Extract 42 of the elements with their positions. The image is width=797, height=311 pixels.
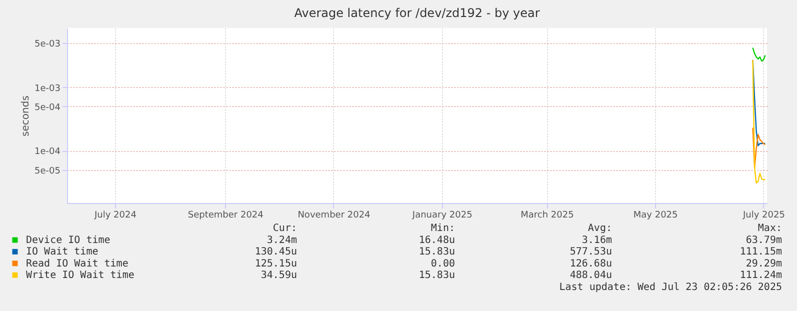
y-tick-label: 5e-05 [34,166,60,176]
line-series [752,47,766,62]
text: Avg: [588,223,612,234]
text: 29.29m [746,258,782,270]
legend-label: Write IO Wait time [26,270,134,282]
text: 577.53u [570,246,612,258]
x-tick-label: September 2024 [188,210,264,220]
text: 16.48u [418,235,455,246]
line-series [752,59,766,184]
y-tick-label: 1e-04 [34,147,61,158]
y-tick-label: 5e-04 [34,102,61,113]
text: Max: [758,223,782,234]
x-tick-label: March 2025 [520,210,574,220]
text: 111.15m [740,246,782,258]
text: 3.16m [582,235,612,246]
x-tick-label: November 2024 [298,210,371,220]
text: 130.45u [254,246,297,258]
chart-title: Average latency for /dev/zd192 - by year [294,6,540,20]
text: 0.00 [430,258,455,270]
text: 111.24m [740,270,782,282]
y-axis-title: seconds [20,96,32,136]
text: Last update: Wed Jul 23 02:05:26 2025 [559,282,782,293]
legend-label: IO Wait time [26,246,98,258]
x-tick-label: January 2025 [411,210,472,220]
text: 125.15u [254,258,297,270]
text: 15.83u [418,270,455,282]
text: 63.79m [746,235,782,246]
x-tick-label: July 2024 [93,210,137,220]
x-tick-label: July 2025 [742,210,785,220]
text: Min: [430,223,455,234]
text: 126.68u [570,258,612,270]
legend-label: Read IO Wait time [26,258,128,270]
x-tick-label: May 2025 [633,210,678,220]
y-tick-label: 1e-03 [34,84,60,94]
text: Cur: [272,223,297,234]
text: 3.24m [266,235,297,246]
text: 488.04u [570,270,612,282]
text: 15.83u [418,246,455,258]
line-series [752,127,766,168]
text: 34.59u [260,270,297,282]
legend-label: Device IO time [26,235,110,246]
y-tick-label: 5e-03 [34,39,60,50]
